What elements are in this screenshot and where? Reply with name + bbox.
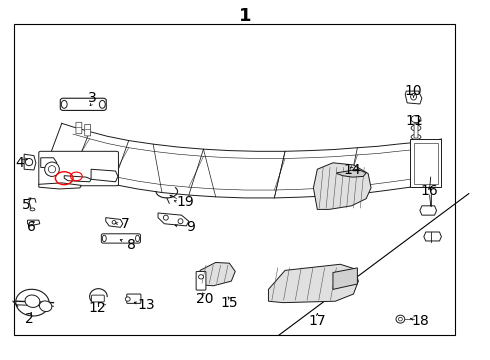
Text: 1: 1	[239, 7, 251, 25]
Polygon shape	[91, 169, 118, 182]
Ellipse shape	[411, 116, 421, 123]
Text: 4: 4	[15, 156, 24, 170]
Polygon shape	[64, 176, 91, 182]
FancyBboxPatch shape	[60, 98, 106, 111]
Text: 5: 5	[22, 198, 30, 212]
Ellipse shape	[40, 301, 52, 311]
Bar	[14, 24, 455, 335]
Text: 20: 20	[196, 292, 214, 306]
Ellipse shape	[411, 94, 416, 100]
Text: 15: 15	[220, 296, 238, 310]
Ellipse shape	[25, 295, 40, 307]
Text: 13: 13	[138, 298, 155, 312]
Text: 2: 2	[24, 312, 33, 326]
Text: 11: 11	[406, 114, 423, 128]
Polygon shape	[405, 91, 422, 104]
Ellipse shape	[61, 100, 67, 108]
Ellipse shape	[25, 158, 33, 166]
Ellipse shape	[136, 235, 140, 242]
Text: 17: 17	[309, 314, 326, 328]
Text: 7: 7	[121, 217, 129, 231]
FancyBboxPatch shape	[414, 124, 418, 138]
Ellipse shape	[398, 318, 402, 321]
FancyBboxPatch shape	[76, 122, 82, 134]
Polygon shape	[200, 262, 235, 286]
Ellipse shape	[112, 221, 116, 224]
Polygon shape	[424, 232, 441, 241]
Text: 18: 18	[411, 314, 429, 328]
Bar	[414, 143, 438, 184]
FancyBboxPatch shape	[196, 271, 206, 290]
Text: 3: 3	[88, 91, 97, 105]
Ellipse shape	[125, 297, 130, 301]
Text: 6: 6	[27, 220, 36, 234]
Ellipse shape	[16, 289, 49, 316]
Polygon shape	[333, 268, 357, 289]
Polygon shape	[269, 264, 358, 303]
Polygon shape	[314, 163, 371, 210]
Bar	[410, 139, 441, 187]
Polygon shape	[39, 183, 81, 189]
Text: 10: 10	[405, 84, 422, 98]
FancyBboxPatch shape	[127, 294, 141, 303]
Text: 9: 9	[186, 220, 195, 234]
Polygon shape	[158, 213, 189, 226]
Ellipse shape	[411, 125, 421, 131]
Ellipse shape	[178, 219, 183, 224]
Ellipse shape	[198, 275, 203, 279]
Ellipse shape	[102, 235, 106, 242]
Ellipse shape	[163, 215, 168, 220]
Text: 19: 19	[176, 195, 194, 209]
Polygon shape	[27, 220, 40, 226]
Polygon shape	[41, 158, 57, 167]
Ellipse shape	[30, 208, 35, 211]
FancyBboxPatch shape	[85, 125, 91, 136]
Ellipse shape	[49, 166, 56, 173]
Ellipse shape	[99, 100, 105, 108]
Polygon shape	[420, 206, 437, 215]
Text: 12: 12	[89, 301, 106, 315]
FancyBboxPatch shape	[39, 151, 119, 186]
Polygon shape	[337, 169, 366, 177]
Text: 14: 14	[343, 163, 361, 177]
Text: 8: 8	[127, 238, 136, 252]
Ellipse shape	[411, 134, 421, 139]
Ellipse shape	[396, 315, 405, 323]
FancyBboxPatch shape	[92, 295, 104, 302]
FancyBboxPatch shape	[101, 234, 141, 243]
Ellipse shape	[45, 162, 59, 176]
Polygon shape	[24, 154, 36, 170]
Polygon shape	[106, 218, 123, 227]
Text: 16: 16	[421, 184, 439, 198]
